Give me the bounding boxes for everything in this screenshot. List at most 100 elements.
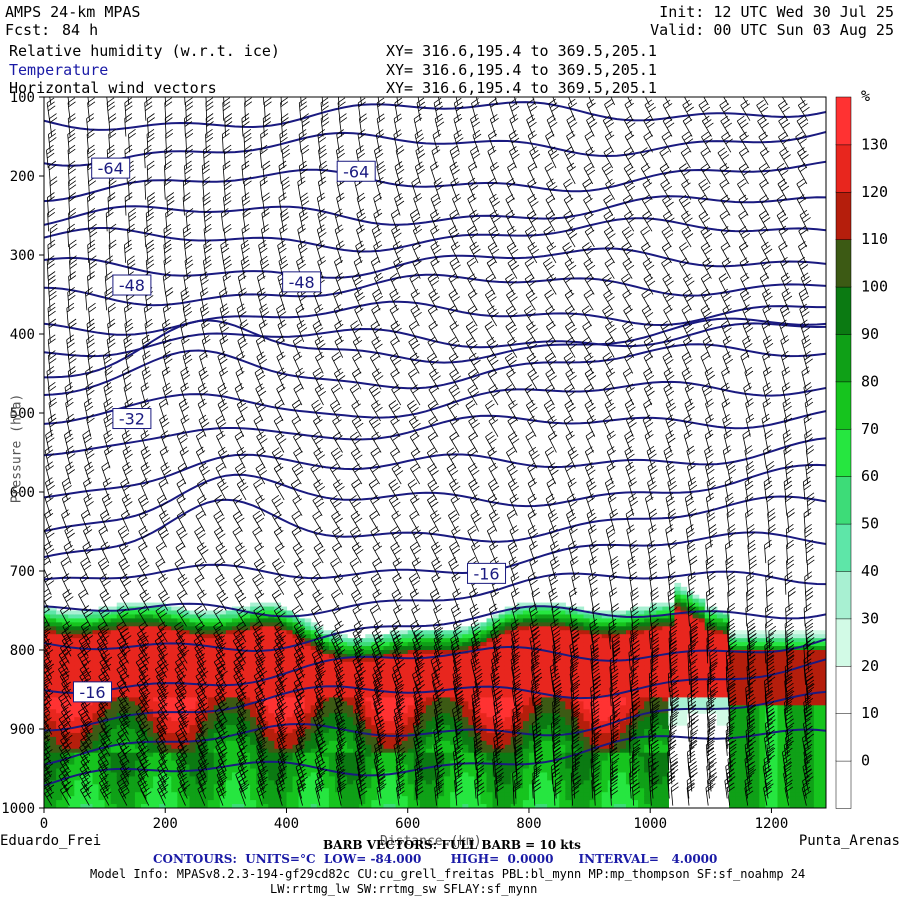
rh-cell <box>480 713 488 718</box>
rh-cell <box>377 677 385 683</box>
rh-cell <box>225 776 233 781</box>
rh-cell <box>171 804 178 808</box>
rh-cell <box>632 768 639 774</box>
rh-cell <box>407 729 415 734</box>
rh-cell <box>74 740 81 746</box>
rh-cell <box>292 725 300 730</box>
rh-cell <box>286 717 294 722</box>
rh-cell <box>595 776 603 781</box>
rh-cell <box>504 717 512 722</box>
rh-cell <box>613 610 621 616</box>
rh-cell <box>304 788 312 793</box>
rh-cell <box>256 650 263 655</box>
rh-cell <box>474 709 482 714</box>
rh-cell <box>407 657 415 663</box>
rh-cell <box>365 717 372 722</box>
rh-cell <box>225 661 233 667</box>
rh-cell <box>504 740 512 746</box>
rh-cell <box>213 752 221 758</box>
rh-cell <box>656 638 663 643</box>
rh-cell <box>656 614 663 619</box>
rh-cell <box>292 772 300 777</box>
rh-cell <box>450 693 457 698</box>
rh-cell <box>147 725 154 730</box>
rh-cell <box>541 622 548 627</box>
rh-cell <box>231 618 239 623</box>
rh-cell <box>147 630 154 635</box>
rh-cell <box>486 650 494 655</box>
rh-cell <box>244 665 251 671</box>
rh-cell <box>559 646 566 651</box>
rh-cell <box>359 764 366 770</box>
rh-cell <box>250 677 257 683</box>
rh-cell <box>244 697 251 702</box>
rh-cell <box>44 618 51 623</box>
rh-cell <box>159 610 166 616</box>
rh-cell <box>656 705 663 710</box>
rh-cell <box>68 744 75 750</box>
rh-cell <box>407 764 415 770</box>
rh-cell <box>577 630 585 635</box>
rh-cell <box>510 626 518 631</box>
rh-cell <box>183 610 191 616</box>
rh-cell <box>165 804 172 808</box>
rh-cell <box>68 618 75 623</box>
rh-cell <box>444 701 451 706</box>
rh-cell <box>425 788 433 793</box>
rh-cell <box>334 792 342 797</box>
rh-cell <box>413 697 421 702</box>
rh-cell <box>456 638 463 643</box>
rh-cell <box>456 721 463 726</box>
rh-cell <box>401 677 409 683</box>
rh-cell <box>607 709 615 714</box>
rh-cell <box>44 669 51 675</box>
rh-cell <box>92 638 100 643</box>
rh-cell <box>371 721 379 726</box>
rh-cell <box>171 661 178 667</box>
rh-cell <box>535 657 542 663</box>
rh-cell <box>122 768 130 774</box>
rh-cell <box>310 740 318 746</box>
rh-cell <box>589 705 597 710</box>
rh-cell <box>322 693 330 698</box>
rh-cell <box>474 638 482 643</box>
rh-cell <box>274 752 282 758</box>
rh-cell <box>286 705 294 710</box>
rh-cell <box>159 606 166 612</box>
rh-cell <box>528 768 536 774</box>
rh-cell <box>207 780 215 785</box>
rh-cell <box>56 784 63 789</box>
rh-cell <box>177 606 185 612</box>
rh-cell <box>341 784 348 789</box>
rh-cell <box>122 614 130 619</box>
rh-cell <box>516 768 524 774</box>
rh-cell <box>159 630 166 635</box>
rh-cell <box>159 744 166 750</box>
rh-cell <box>559 602 566 608</box>
rh-cell <box>571 800 579 805</box>
rh-cell <box>341 650 348 655</box>
rh-cell <box>116 732 124 738</box>
rh-cell <box>304 618 312 623</box>
rh-cell <box>595 622 603 627</box>
rh-cell <box>595 689 603 695</box>
rh-cell <box>504 796 512 801</box>
rh-cell <box>480 685 488 691</box>
rh-cell <box>656 630 663 635</box>
rh-cell <box>80 610 88 616</box>
rh-cell <box>595 681 603 687</box>
rh-cell <box>244 673 251 679</box>
rh-cell <box>492 669 500 675</box>
rh-cell <box>280 788 288 793</box>
rh-cell <box>383 784 391 789</box>
rh-cell <box>650 788 657 793</box>
rh-cell <box>656 725 663 730</box>
rh-cell <box>128 725 136 730</box>
rh-cell <box>286 646 294 651</box>
rh-cell <box>292 804 300 808</box>
rh-cell <box>262 760 269 766</box>
rh-cell <box>171 673 178 679</box>
rh-cell <box>510 764 518 770</box>
rh-cell <box>50 721 57 726</box>
rh-cell <box>462 725 469 730</box>
